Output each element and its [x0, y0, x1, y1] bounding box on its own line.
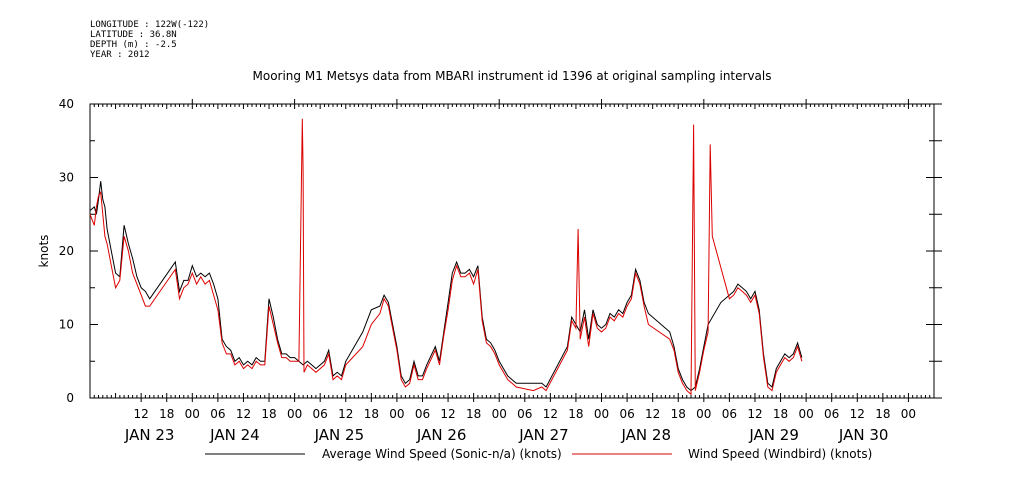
x-tick-label: 06 — [517, 407, 532, 421]
x-tick-label: 00 — [696, 407, 711, 421]
x-tick-label: 18 — [159, 407, 174, 421]
plot-frame — [89, 103, 935, 399]
axes-layer: 12 18 00 06 12 18 00 06 12 18 00 06 12 18 00 06 12 18 00 06… — [59, 97, 942, 444]
x-tick-label: 00 — [389, 407, 404, 421]
x-date-label: JAN 28 — [621, 426, 672, 444]
metadata-block: LONGITUDE : 122W(-122) LATITUDE : 36.8N … — [90, 20, 209, 60]
latitude-label: LATITUDE : 36.8N — [90, 30, 177, 40]
x-tick-label: 06 — [313, 407, 328, 421]
series-line-windbird — [89, 118, 803, 396]
y-tick-label: 30 — [59, 171, 74, 185]
x-tick-label: 12 — [236, 407, 251, 421]
legend: Average Wind Speed (Sonic-n/a) (knots) W… — [205, 447, 872, 461]
x-tick-label: 18 — [466, 407, 481, 421]
x-tick-label: 18 — [261, 407, 276, 421]
x-tick-label: 12 — [747, 407, 762, 421]
series-layer — [89, 118, 803, 396]
depth-label: DEPTH (m) : -2.5 — [90, 40, 177, 50]
x-tick-label: 18 — [875, 407, 890, 421]
longitude-label: LONGITUDE : 122W(-122) — [90, 20, 210, 30]
x-tick-label: 00 — [798, 407, 813, 421]
x-tick-label: 12 — [338, 407, 353, 421]
x-tick-label: 00 — [492, 407, 507, 421]
x-tick-label: 00 — [901, 407, 916, 421]
chart-title: Mooring M1 Metsys data from MBARI instru… — [253, 69, 772, 83]
x-tick-label: 00 — [185, 407, 200, 421]
y-tick-label: 0 — [66, 391, 74, 405]
x-date-label: JAN 24 — [209, 426, 260, 444]
y-axis-label: knots — [37, 235, 51, 268]
x-tick-label: 18 — [568, 407, 583, 421]
x-tick-label: 12 — [440, 407, 455, 421]
legend-label-average-wind: Average Wind Speed (Sonic-n/a) (knots) — [322, 447, 562, 461]
y-tick-label: 10 — [59, 318, 74, 332]
x-tick-label: 06 — [619, 407, 634, 421]
year-label: YEAR : 2012 — [90, 50, 150, 60]
y-tick-label: 40 — [59, 97, 74, 111]
x-tick-label: 18 — [773, 407, 788, 421]
x-tick-label: 12 — [543, 407, 558, 421]
x-tick-label: 06 — [210, 407, 225, 421]
x-tick-label: 00 — [594, 407, 609, 421]
x-date-label: JAN 29 — [748, 426, 799, 444]
x-tick-label: 18 — [671, 407, 686, 421]
x-date-label: JAN 26 — [416, 426, 467, 444]
x-tick-label: 12 — [645, 407, 660, 421]
x-tick-label: 00 — [287, 407, 302, 421]
x-date-label: JAN 30 — [838, 426, 889, 444]
x-tick-label: 12 — [850, 407, 865, 421]
x-tick-label: 12 — [134, 407, 149, 421]
x-date-label: JAN 23 — [124, 426, 175, 444]
x-date-label: JAN 27 — [518, 426, 569, 444]
x-tick-label: 06 — [415, 407, 430, 421]
x-tick-label: 18 — [364, 407, 379, 421]
x-date-label: JAN 25 — [314, 426, 365, 444]
legend-label-windbird: Wind Speed (Windbird) (knots) — [688, 447, 872, 461]
series-line-average-wind — [89, 181, 803, 392]
y-tick-label: 20 — [59, 244, 74, 258]
x-tick-label: 06 — [722, 407, 737, 421]
x-tick-label: 06 — [824, 407, 839, 421]
